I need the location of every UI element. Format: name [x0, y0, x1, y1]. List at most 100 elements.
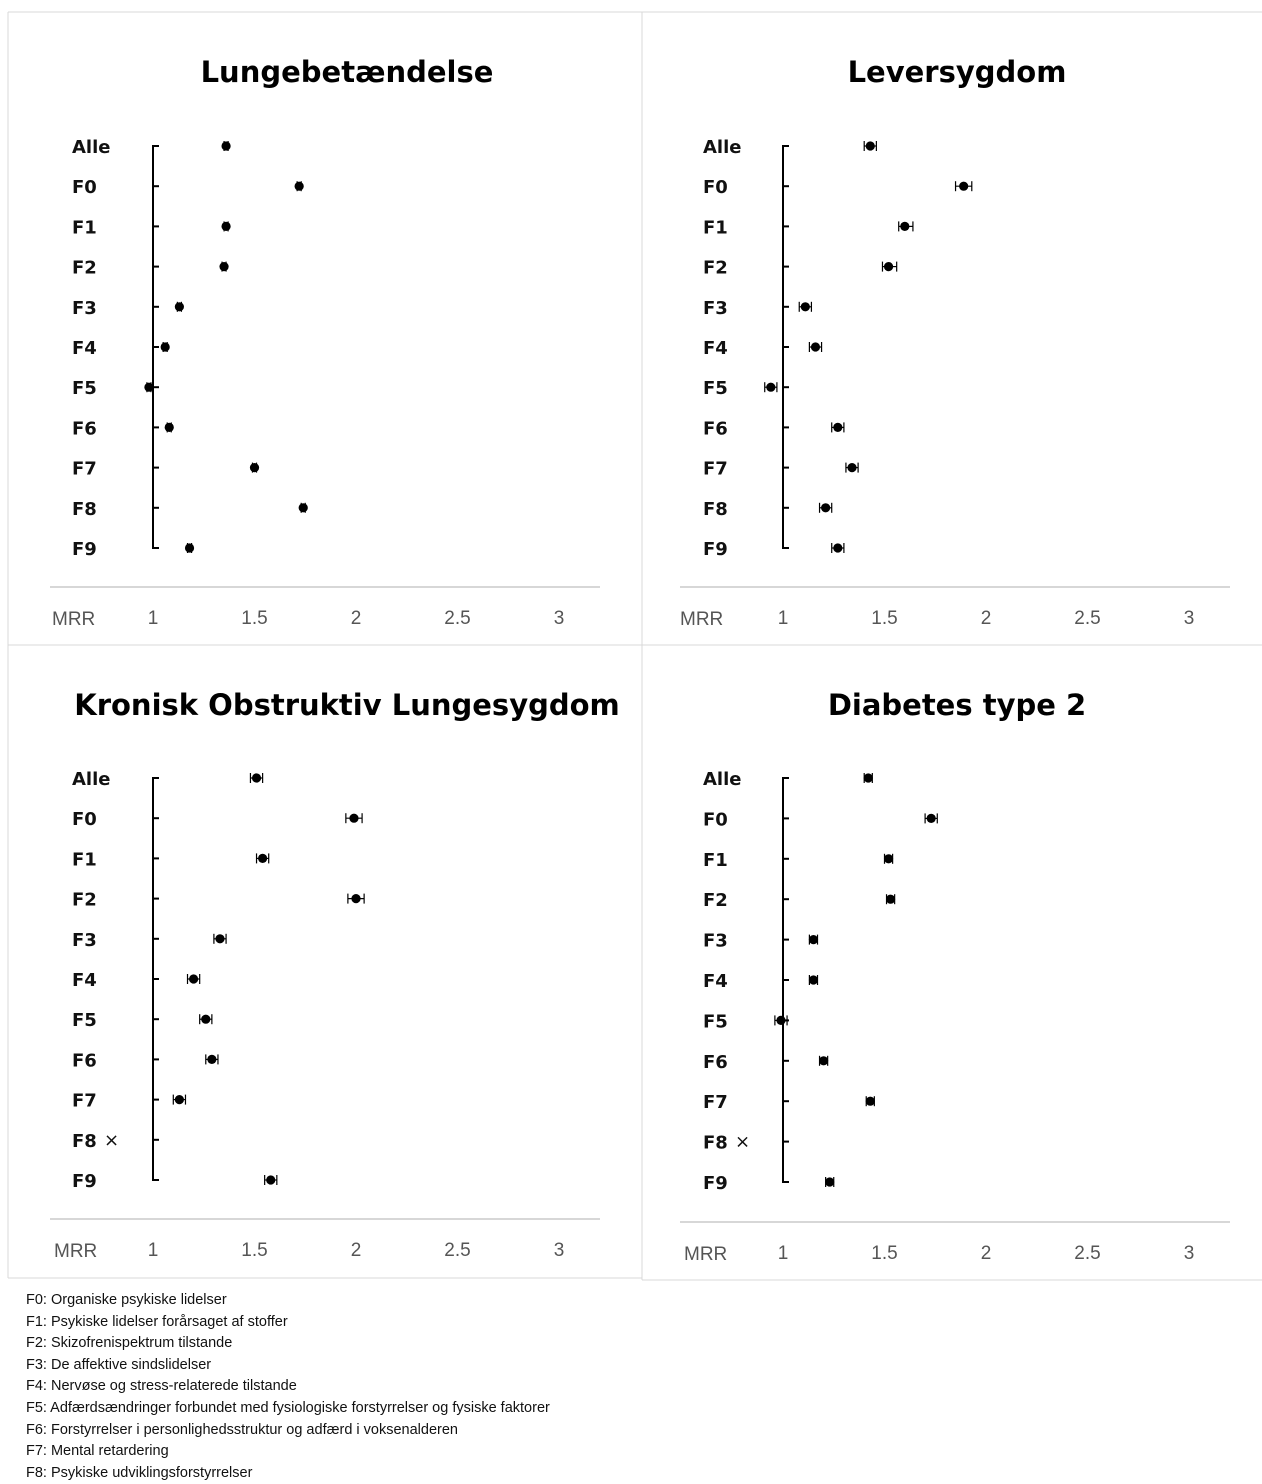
legend-item-f6: F6: Forstyrrelser i personlighedsstruktu… [26, 1421, 458, 1438]
category-label: F0 [72, 177, 97, 198]
data-point [883, 262, 894, 272]
category-label: F0 [703, 177, 728, 198]
category-label: Alle [72, 769, 110, 790]
data-point [184, 543, 195, 553]
data-point [219, 262, 229, 272]
data-point [294, 181, 304, 191]
chart-panel-3: Kronisk Obstruktiv Lungesygdom Alle F0 F1 F2… [50, 688, 620, 1262]
x-tick-label: 1.5 [871, 608, 897, 629]
data-point [201, 1014, 211, 1024]
legend-item-f8: F8: Psykiske udviklingsforstyrrelser [26, 1464, 253, 1481]
data-point [833, 543, 843, 553]
category-label: F3 [72, 930, 97, 951]
data-point [258, 853, 268, 864]
category-label: F8 [703, 1133, 728, 1154]
category-label: F9 [72, 1171, 97, 1192]
chart-title: Diabetes type 2 [828, 688, 1086, 722]
x-tick-label: 2 [981, 1243, 992, 1264]
category-label: F6 [72, 1050, 97, 1071]
data-point [865, 1096, 875, 1106]
x-tick-label: 1.5 [871, 1243, 897, 1264]
x-tick-label: 3 [554, 1240, 565, 1261]
legend-item-f5: F5: Adfærdsændringer forbundet med fysio… [26, 1399, 550, 1416]
x-tick-label: 2 [981, 608, 992, 629]
category-label: F7 [703, 459, 728, 480]
data-point [800, 302, 810, 312]
category-label: F8 [703, 499, 728, 520]
category-label: F2 [703, 890, 728, 911]
not-available-mark: × [104, 1130, 119, 1151]
data-point [249, 463, 260, 473]
x-tick-label: 1 [778, 1243, 789, 1264]
data-point [808, 975, 819, 985]
category-label: F5 [72, 1010, 97, 1031]
x-tick-label: 2.5 [444, 1240, 470, 1261]
category-label: F1 [72, 849, 97, 870]
chart-panel-2: Leversygdom Alle F0 F1 F2 F3 F4 F5 F6 F7 F8 F9 MRR 1 1… [680, 55, 1230, 630]
data-point [351, 894, 361, 904]
data-point [189, 974, 199, 984]
category-label: F9 [72, 539, 97, 560]
x-tick-label: 2.5 [444, 608, 470, 629]
category-label: F6 [703, 1052, 728, 1073]
data-point [251, 773, 262, 783]
x-tick-label: 1 [778, 608, 789, 629]
legend-item-f3: F3: De affektive sindslidelser [26, 1356, 212, 1373]
data-point [221, 221, 231, 231]
chart-title: Lungebetændelse [201, 55, 494, 89]
data-point [833, 422, 843, 432]
chart-title: Kronisk Obstruktiv Lungesygdom [74, 688, 620, 722]
x-tick-label: 3 [554, 608, 565, 629]
charts-figure: Lungebetændelse Alle F0 F1 F2 F3 F4 F5 F6 F7 F8 F9 M… [7, 11, 1262, 1281]
category-label: F1 [703, 217, 728, 238]
legend-list: F0: Organiske psykiske lidelser F1: Psyk… [26, 1290, 1226, 1484]
category-label: F9 [703, 539, 728, 560]
chart-panel-1: Lungebetændelse Alle F0 F1 F2 F3 F4 F5 F6 F7 F8 F9 M… [50, 55, 600, 630]
category-label: F8 [72, 499, 97, 520]
category-label: F6 [703, 418, 728, 439]
data-point [883, 854, 894, 864]
x-tick-label: 2 [351, 1240, 362, 1261]
x-tick-label: 1 [148, 1240, 159, 1261]
x-tick-label: 3 [1184, 608, 1195, 629]
data-point [808, 935, 819, 945]
category-label: F4 [703, 971, 728, 992]
category-label: F3 [72, 298, 97, 319]
x-tick-label: 3 [1184, 1243, 1195, 1264]
data-point [349, 813, 359, 823]
data-point [863, 773, 873, 783]
category-label: F4 [72, 338, 97, 359]
data-point [215, 934, 225, 944]
category-label: F3 [703, 931, 728, 952]
category-label: F7 [72, 459, 97, 480]
category-label: F8 [72, 1131, 97, 1152]
category-label: F2 [72, 258, 97, 279]
data-point [766, 382, 776, 392]
category-label: F1 [703, 850, 728, 871]
data-point [821, 503, 831, 513]
x-axis-label: MRR [52, 609, 95, 630]
category-label: F9 [703, 1173, 728, 1194]
data-point [926, 813, 936, 824]
not-available-mark: × [735, 1132, 750, 1153]
data-point [174, 302, 184, 312]
data-point [144, 382, 154, 392]
legend-item-f0: F0: Organiske psykiske lidelser [26, 1292, 227, 1308]
legend-item-f4: F4: Nervøse og stress-relaterede tilstan… [26, 1378, 297, 1395]
category-label: F7 [72, 1091, 97, 1112]
data-point [847, 463, 857, 473]
data-point [825, 1177, 835, 1187]
category-label: F7 [703, 1092, 728, 1113]
category-label: F4 [72, 970, 97, 991]
data-point [164, 422, 174, 432]
category-label: F2 [72, 890, 97, 911]
x-tick-label: 2.5 [1074, 1243, 1100, 1264]
chart-panel-4: Diabetes type 2 Alle F0 F1 F2 F3 F4 F5 F6 F7 F8 × F9… [680, 688, 1230, 1265]
data-point [810, 342, 821, 352]
category-label: F5 [703, 1011, 728, 1032]
category-label: Alle [703, 769, 741, 790]
category-label: Alle [72, 137, 110, 158]
category-label: F0 [703, 809, 728, 830]
x-axis-label: MRR [54, 1241, 97, 1262]
data-point [959, 181, 969, 191]
